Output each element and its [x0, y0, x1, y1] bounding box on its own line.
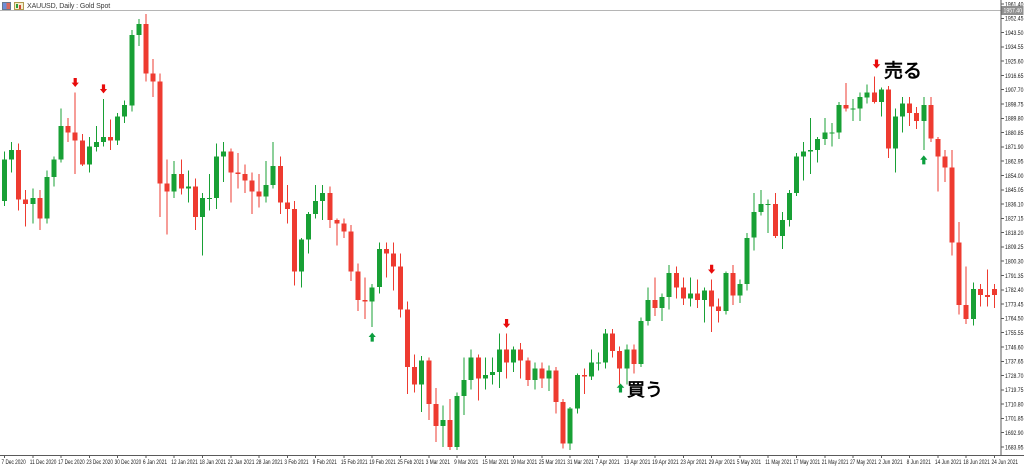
- svg-text:1791.35: 1791.35: [1005, 273, 1024, 280]
- svg-text:1836.10: 1836.10: [1005, 201, 1024, 208]
- svg-text:27 May 2021: 27 May 2021: [850, 459, 877, 466]
- svg-text:1827.15: 1827.15: [1005, 216, 1024, 223]
- svg-text:1916.65: 1916.65: [1005, 73, 1024, 80]
- svg-text:22 Jan 2021: 22 Jan 2021: [228, 459, 255, 466]
- svg-text:12 Jan 2021: 12 Jan 2021: [171, 459, 198, 466]
- svg-text:1710.80: 1710.80: [1005, 401, 1024, 408]
- svg-text:1719.75: 1719.75: [1005, 387, 1024, 394]
- svg-text:19 Apr 2021: 19 Apr 2021: [652, 459, 679, 466]
- svg-text:1907.70: 1907.70: [1005, 87, 1024, 94]
- svg-text:19 Feb 2021: 19 Feb 2021: [369, 459, 396, 466]
- buy-annotation-text: 買う: [627, 380, 663, 400]
- svg-text:1845.05: 1845.05: [1005, 187, 1024, 194]
- svg-text:23 Apr 2021: 23 Apr 2021: [680, 459, 707, 466]
- svg-text:23 Dec 2020: 23 Dec 2020: [86, 459, 113, 466]
- svg-text:25 Feb 2021: 25 Feb 2021: [398, 459, 425, 466]
- svg-text:31 Mar 2021: 31 Mar 2021: [567, 459, 594, 466]
- svg-text:1934.55: 1934.55: [1005, 44, 1024, 51]
- svg-text:19 Mar 2021: 19 Mar 2021: [511, 459, 538, 466]
- svg-text:1818.20: 1818.20: [1005, 230, 1024, 237]
- chart-title: XAUUSD, Daily : Gold Spot: [27, 2, 111, 10]
- svg-text:1701.85: 1701.85: [1005, 416, 1024, 423]
- svg-text:30 Dec 2020: 30 Dec 2020: [115, 459, 142, 466]
- candlestick-mode-icon: [14, 2, 24, 10]
- svg-text:17 Dec 2020: 17 Dec 2020: [58, 459, 85, 466]
- svg-text:28 Jan 2021: 28 Jan 2021: [256, 459, 283, 466]
- sell-annotation: 売る: [872, 56, 922, 83]
- svg-text:15 Mar 2021: 15 Mar 2021: [482, 459, 509, 466]
- svg-text:1943.50: 1943.50: [1005, 30, 1024, 37]
- svg-text:7 Dec 2020: 7 Dec 2020: [2, 459, 26, 466]
- svg-text:1692.90: 1692.90: [1005, 430, 1024, 437]
- svg-text:1880.85: 1880.85: [1005, 130, 1024, 137]
- svg-text:1854.00: 1854.00: [1005, 173, 1024, 180]
- sell-arrow-icon: [872, 59, 881, 69]
- time-axis[interactable]: [0, 455, 1024, 469]
- buy-arrow-icon: [616, 383, 625, 393]
- svg-text:1957.40: 1957.40: [1004, 8, 1023, 15]
- svg-text:1961.40: 1961.40: [1005, 1, 1024, 8]
- svg-text:1773.45: 1773.45: [1005, 301, 1024, 308]
- svg-text:14 Jun 2021: 14 Jun 2021: [935, 459, 962, 466]
- buy-annotation: 買う: [616, 376, 663, 402]
- svg-text:1764.50: 1764.50: [1005, 316, 1024, 323]
- svg-text:2 Jun 2021: 2 Jun 2021: [878, 459, 902, 466]
- svg-text:1800.30: 1800.30: [1005, 259, 1024, 266]
- svg-text:15 Feb 2021: 15 Feb 2021: [341, 459, 368, 466]
- svg-text:1898.75: 1898.75: [1005, 101, 1024, 108]
- svg-text:3 Feb 2021: 3 Feb 2021: [284, 459, 308, 466]
- svg-text:29 Apr 2021: 29 Apr 2021: [709, 459, 736, 466]
- svg-text:17 May 2021: 17 May 2021: [794, 459, 821, 466]
- svg-text:1683.95: 1683.95: [1005, 444, 1024, 451]
- svg-text:3 Mar 2021: 3 Mar 2021: [426, 459, 450, 466]
- svg-text:9 Feb 2021: 9 Feb 2021: [313, 459, 337, 466]
- svg-text:24 Jun 2021: 24 Jun 2021: [992, 459, 1019, 466]
- svg-text:11 Dec 2020: 11 Dec 2020: [30, 459, 57, 466]
- chart-title-bar: XAUUSD, Daily : Gold Spot: [2, 1, 110, 11]
- svg-text:1755.55: 1755.55: [1005, 330, 1024, 337]
- svg-text:1871.90: 1871.90: [1005, 144, 1024, 151]
- svg-text:18 Jun 2021: 18 Jun 2021: [963, 459, 990, 466]
- svg-text:9 Mar 2021: 9 Mar 2021: [454, 459, 478, 466]
- svg-text:1728.70: 1728.70: [1005, 373, 1024, 380]
- svg-text:1889.80: 1889.80: [1005, 116, 1024, 123]
- svg-text:1925.60: 1925.60: [1005, 59, 1024, 66]
- svg-text:11 May 2021: 11 May 2021: [765, 459, 792, 466]
- svg-text:13 Apr 2021: 13 Apr 2021: [624, 459, 651, 466]
- svg-text:1782.40: 1782.40: [1005, 287, 1024, 294]
- svg-text:1952.45: 1952.45: [1005, 16, 1024, 23]
- svg-text:6 Jan 2021: 6 Jan 2021: [143, 459, 167, 466]
- svg-text:1746.60: 1746.60: [1005, 344, 1024, 351]
- svg-text:5 May 2021: 5 May 2021: [737, 459, 761, 466]
- svg-text:1862.95: 1862.95: [1005, 159, 1024, 166]
- svg-text:25 Mar 2021: 25 Mar 2021: [539, 459, 566, 466]
- svg-text:21 May 2021: 21 May 2021: [822, 459, 849, 466]
- svg-text:8 Jun 2021: 8 Jun 2021: [907, 459, 931, 466]
- svg-text:1809.25: 1809.25: [1005, 244, 1024, 251]
- svg-text:18 Jan 2021: 18 Jan 2021: [200, 459, 227, 466]
- sell-annotation-text: 売る: [884, 61, 923, 82]
- price-axis[interactable]: [1001, 0, 1024, 455]
- svg-text:1737.65: 1737.65: [1005, 359, 1024, 366]
- symbol-window-icon: [2, 2, 11, 10]
- svg-text:7 Apr 2021: 7 Apr 2021: [596, 459, 620, 466]
